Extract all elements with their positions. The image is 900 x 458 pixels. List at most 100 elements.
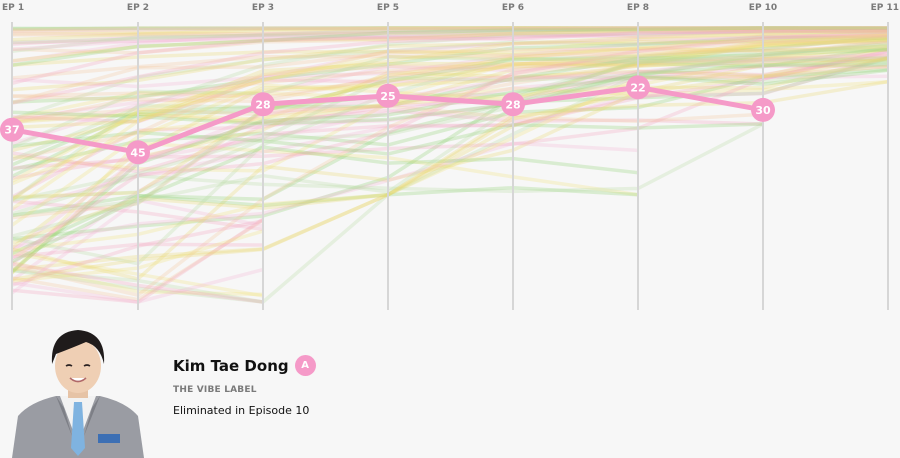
- rank-point[interactable]: [251, 92, 275, 117]
- trainee-line: [11, 28, 889, 105]
- trainee-photo: [12, 324, 144, 458]
- trainee-line: [11, 79, 889, 245]
- trainee-line: [11, 26, 888, 37]
- trainee-agency: THE VIBE LABEL: [173, 385, 257, 395]
- trainee-line: [11, 37, 889, 183]
- trainee-line: [11, 64, 889, 253]
- rank-label: 28: [255, 98, 270, 111]
- trainee-line: [11, 39, 889, 304]
- trainee-line: [10, 68, 889, 273]
- trainee-line: [11, 53, 889, 126]
- trainee-line: [11, 37, 889, 121]
- rank-label: 45: [130, 146, 145, 159]
- rank-point[interactable]: [501, 92, 525, 117]
- episode-label: EP 2: [127, 3, 149, 13]
- rank-point[interactable]: [751, 97, 775, 122]
- trainee-line: [11, 63, 889, 126]
- rank-point[interactable]: [0, 117, 24, 142]
- trainee-line: [10, 47, 889, 202]
- trainee-line: [11, 55, 889, 201]
- trainee-line: [11, 36, 889, 153]
- trainee-line: [11, 27, 889, 52]
- trainee-line: [11, 45, 889, 241]
- trainee-line: [11, 26, 889, 42]
- trainee-line: [11, 29, 889, 260]
- trainee-line: [11, 26, 889, 36]
- trainee-line: [11, 26, 888, 53]
- trainee-line: [10, 141, 639, 274]
- trainee-line: [10, 44, 889, 211]
- trainee-line: [11, 38, 889, 121]
- trainee-line: [11, 53, 889, 199]
- rank-chart: EP 1 EP 2 EP 3 EP 5 EP 6 EP 8 EP 10 EP 11 37 45 2…: [0, 3, 899, 310]
- trainee-line: [11, 26, 889, 55]
- trainee-line: [11, 30, 889, 162]
- episode-label: EP 6: [502, 3, 524, 13]
- trainee-line: [11, 26, 888, 45]
- rank-point[interactable]: [376, 83, 400, 108]
- rank-label: 30: [755, 104, 771, 117]
- trainee-line: [11, 49, 889, 174]
- trainee-line: [11, 42, 889, 266]
- trainee-line: [11, 55, 889, 149]
- trainee-line: [11, 33, 889, 67]
- trainee-line: [10, 52, 889, 266]
- trainee-line: [11, 49, 889, 180]
- trainee-line: [11, 44, 889, 100]
- trainee-line: [11, 61, 889, 203]
- trainee-line: [11, 26, 889, 31]
- trainee-line: [11, 43, 889, 217]
- episode-label: EP 1: [2, 3, 24, 13]
- trainee-line: [11, 39, 889, 122]
- trainee-line: [10, 31, 889, 202]
- trainee-line: [11, 28, 889, 63]
- trainee-line: [11, 29, 889, 86]
- highlight-series: 37 45 28 25 28 22 30: [0, 75, 775, 165]
- trainee-line: [11, 56, 889, 272]
- trainee-line: [11, 145, 639, 264]
- trainee-line: [11, 55, 889, 212]
- episode-label: EP 5: [377, 3, 399, 13]
- trainee-line: [11, 67, 889, 172]
- trainee-line: [11, 56, 889, 121]
- trainee-line: [11, 38, 889, 125]
- trainee-line: [11, 29, 889, 45]
- episode-label: EP 8: [627, 3, 649, 13]
- trainee-line: [11, 56, 889, 199]
- trainee-line: [11, 29, 889, 130]
- trainee-line: [11, 33, 889, 146]
- trainee-line: [11, 185, 639, 256]
- episode-label: EP 11: [871, 3, 899, 13]
- episode-axes: EP 1 EP 2 EP 3 EP 5 EP 6 EP 8 EP 10 EP 11: [2, 3, 899, 310]
- trainee-line: [10, 46, 889, 275]
- trainee-line: [11, 34, 889, 105]
- trainee-line: [11, 32, 889, 161]
- trainee-line: [11, 26, 888, 32]
- episode-label: EP 3: [252, 3, 274, 13]
- trainee-line: [11, 35, 889, 178]
- background-trainee-lines: [10, 26, 889, 304]
- trainee-line: [11, 32, 889, 123]
- rank-point[interactable]: [126, 140, 150, 165]
- trainee-info: Kim Tae Dong A THE VIBE LABEL Eliminated…: [173, 355, 316, 417]
- trainee-line: [11, 26, 889, 67]
- trainee-line: [11, 56, 889, 282]
- rank-label: 22: [630, 81, 645, 94]
- trainee-name: Kim Tae Dong: [173, 356, 289, 375]
- rank-point[interactable]: [626, 75, 650, 100]
- trainee-line: [11, 48, 889, 167]
- trainee-line: [11, 56, 889, 218]
- trainee-line: [11, 39, 889, 104]
- episode-label: EP 10: [749, 3, 777, 13]
- trainee-line: [11, 26, 889, 31]
- trainee-profile: Kim Tae Dong A THE VIBE LABEL Eliminated…: [0, 322, 900, 458]
- trainee-line: [11, 141, 639, 249]
- rank-label: 25: [380, 90, 395, 103]
- trainee-line: [11, 35, 889, 104]
- elimination-status: Eliminated in Episode 10: [173, 404, 310, 417]
- trainee-line: [11, 26, 888, 64]
- trainee-line: [11, 79, 889, 173]
- trainee-line: [11, 26, 888, 34]
- trainee-line: [10, 47, 889, 250]
- trainee-line: [11, 64, 889, 124]
